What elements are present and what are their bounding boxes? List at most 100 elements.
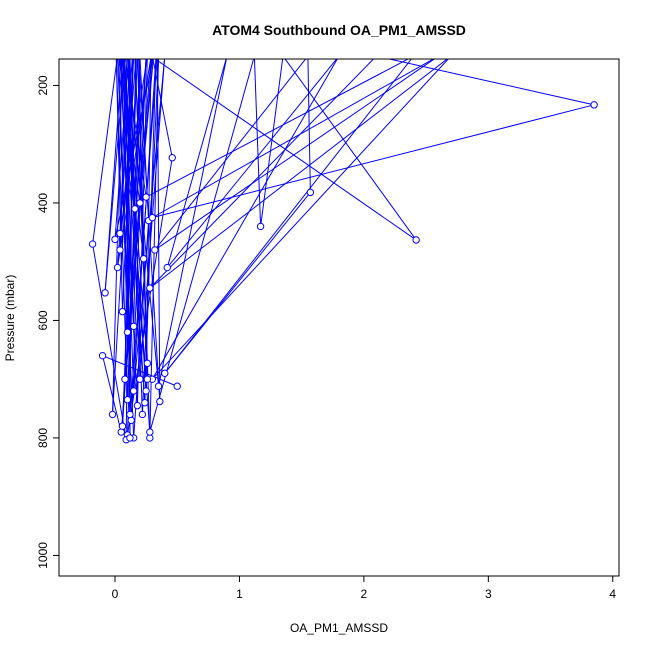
data-point: [256, 222, 265, 231]
y-tick-label: 400: [36, 193, 50, 213]
data-point: [161, 369, 169, 378]
data-point: [168, 154, 176, 162]
data-point: [163, 263, 171, 272]
series-segment: [152, 59, 435, 219]
data-point: [131, 205, 139, 213]
data-point: [133, 401, 142, 410]
data-point: [142, 193, 150, 201]
series-segment: [156, 59, 161, 402]
x-axis-label: OA_PM1_AMSSD: [290, 621, 388, 635]
series-segment: [387, 59, 595, 106]
series-segment: [151, 59, 449, 380]
data-point: [118, 307, 127, 316]
data-point: [138, 410, 147, 419]
data-point: [143, 359, 152, 368]
series-segment: [253, 59, 262, 227]
series-segment: [307, 59, 311, 193]
x-tick-label: 4: [609, 587, 616, 601]
series-segment: [119, 59, 137, 250]
series-segment: [114, 59, 129, 240]
x-tick-label: 2: [361, 587, 368, 601]
series-segment: [92, 243, 127, 440]
data-point: [121, 375, 129, 383]
series-segment: [123, 59, 147, 391]
data-point: [139, 255, 148, 263]
y-tick-label: 800: [36, 428, 50, 448]
series-segment: [166, 59, 227, 268]
series-segment: [284, 59, 417, 241]
chart-title: ATOM4 Southbound OA_PM1_AMSSD: [212, 22, 466, 38]
series-segment: [164, 59, 412, 374]
series-segment: [133, 59, 141, 327]
data-point: [118, 422, 127, 430]
y-axis-label: Pressure (mbar): [3, 275, 17, 362]
series-segment: [154, 59, 417, 241]
series-segment: [154, 59, 436, 251]
series-segment: [152, 104, 595, 219]
x-tick-label: 1: [236, 587, 243, 601]
series-segment: [138, 59, 161, 402]
y-tick-label: 600: [36, 310, 50, 330]
data-point: [156, 397, 164, 406]
series-segment: [123, 59, 131, 415]
series-segment: [114, 59, 154, 240]
data-layer: [88, 59, 598, 444]
series-segment: [151, 59, 338, 380]
series-segment: [149, 59, 449, 289]
data-point: [142, 387, 150, 395]
data-point: [111, 235, 119, 244]
series-segment: [138, 59, 148, 380]
data-point: [101, 289, 109, 297]
data-point: [151, 246, 159, 254]
data-point: [127, 416, 135, 425]
y-tick-label: 200: [36, 75, 50, 95]
series-segment: [118, 59, 128, 333]
series-segment: [154, 59, 307, 251]
series-segment: [166, 59, 338, 268]
data-point: [143, 375, 152, 383]
data-point: [108, 410, 117, 419]
series-segment: [119, 59, 138, 406]
data-point: [136, 199, 144, 207]
data-point: [126, 410, 134, 419]
series-segment: [145, 59, 410, 198]
data-point: [590, 101, 598, 109]
x-tick-label: 3: [485, 587, 492, 601]
data-point: [123, 328, 132, 336]
data-point: [116, 229, 124, 238]
data-point: [146, 284, 154, 292]
series-segment: [129, 59, 133, 438]
data-point: [113, 263, 122, 272]
series-segment: [149, 59, 375, 289]
y-tick-label: 1000: [36, 542, 50, 569]
series-segment: [102, 355, 122, 433]
data-point: [173, 382, 181, 390]
data-point: [129, 387, 138, 395]
data-point: [117, 428, 125, 436]
series-segment: [149, 59, 255, 433]
series-segment: [92, 59, 118, 245]
data-point: [148, 213, 157, 222]
series-segment: [260, 59, 284, 227]
data-point: [116, 246, 124, 254]
series-segment: [126, 59, 137, 333]
data-point: [123, 396, 132, 404]
data-point: [141, 398, 149, 407]
axes-layer: 0 1 2 3 4 200 400 600 800 1000: [36, 75, 616, 601]
plot-frame: [58, 58, 620, 577]
data-point: [306, 188, 315, 197]
series-segment: [158, 59, 227, 387]
series-segment: [128, 59, 136, 209]
series-segment: [118, 59, 141, 204]
data-point: [146, 428, 154, 436]
data-point: [154, 382, 163, 390]
data-point: [136, 375, 144, 383]
series-segment: [136, 59, 148, 406]
data-point: [88, 240, 97, 248]
data-point: [412, 236, 420, 244]
data-point: [98, 351, 107, 360]
data-point: [129, 322, 138, 331]
x-tick-label: 0: [112, 587, 119, 601]
